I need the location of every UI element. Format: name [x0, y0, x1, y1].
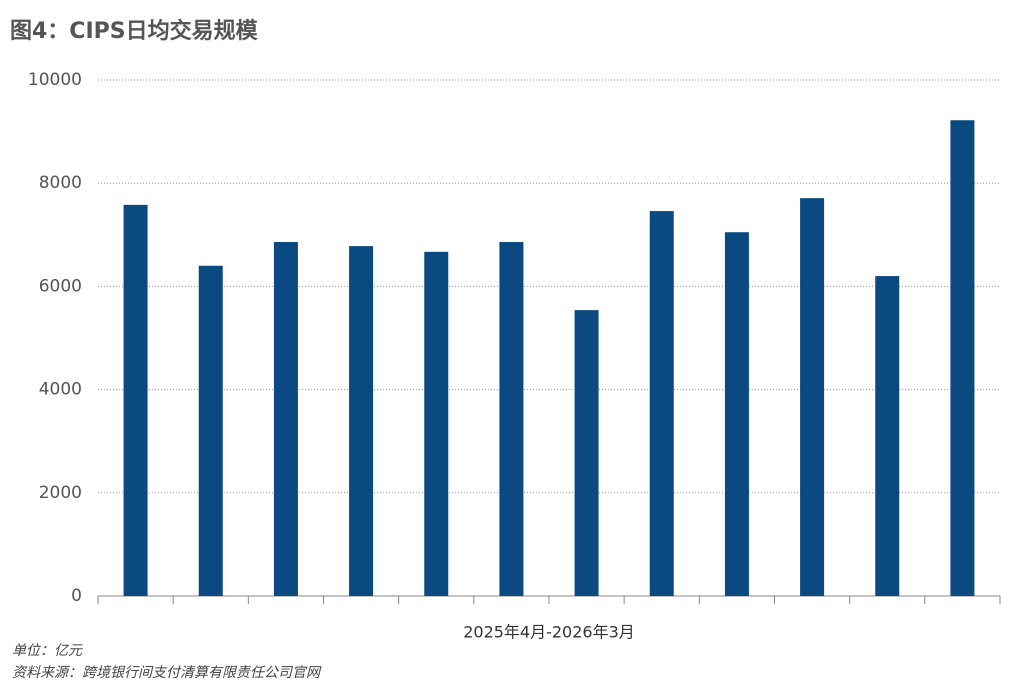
unit-note: 单位：亿元 [12, 643, 83, 659]
bar [499, 242, 524, 597]
source-note: 资料来源：跨境银行间支付清算有限责任公司官网 [12, 665, 322, 681]
bar [273, 242, 298, 597]
bar [574, 310, 599, 596]
chart-title: 图4：CIPS日均交易规模 [10, 18, 259, 44]
y-tick-label: 8000 [39, 173, 82, 193]
bar [424, 251, 449, 596]
bar [349, 246, 374, 597]
y-tick-label: 6000 [39, 276, 82, 296]
bar [649, 211, 674, 596]
x-axis-label: 2025年4月-2026年3月 [463, 623, 635, 642]
y-tick-label: 10000 [28, 70, 82, 90]
y-tick-label: 2000 [39, 483, 82, 503]
bar [123, 204, 148, 596]
bar [198, 265, 223, 596]
bar [950, 120, 975, 597]
bar [724, 232, 749, 596]
bar [800, 198, 825, 596]
bar [875, 276, 900, 596]
y-tick-label: 4000 [39, 380, 82, 400]
y-tick-label: 0 [71, 586, 82, 606]
